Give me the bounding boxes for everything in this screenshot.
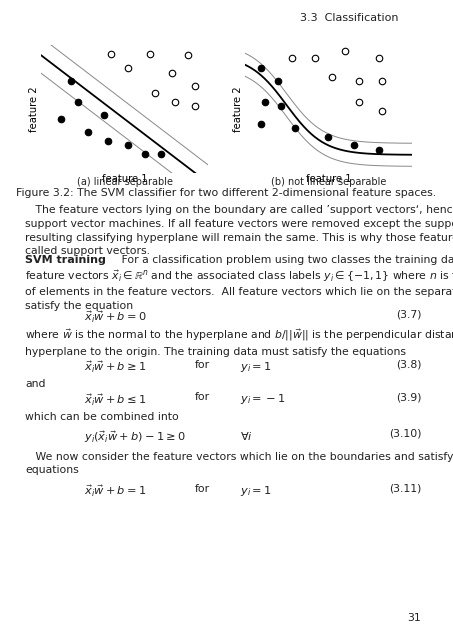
Point [378,76,386,86]
Text: (3.11): (3.11) [389,484,421,494]
Point [101,110,108,120]
Point [84,127,92,137]
Point [342,46,349,56]
Point [74,97,81,108]
Point [375,52,382,63]
X-axis label: feature 1: feature 1 [102,174,147,184]
Point [350,140,357,150]
Point [191,81,198,91]
Text: feature vectors $\vec{x}_i \in \mathbb{R}^n$ and the associated class labels $y_: feature vectors $\vec{x}_i \in \mathbb{R… [25,268,453,311]
Text: 31: 31 [408,613,421,623]
Text: which can be combined into: which can be combined into [25,412,178,422]
Point [375,145,382,155]
Point [275,76,282,86]
Point [107,49,115,59]
Y-axis label: feature 2: feature 2 [29,86,39,132]
Point [168,68,175,78]
Text: $y_i(\vec{x}_i\vec{w} + b) - 1 \geq 0$: $y_i(\vec{x}_i\vec{w} + b) - 1 \geq 0$ [84,429,186,445]
Point [288,52,295,63]
Point [355,97,362,108]
Point [104,136,111,146]
Text: 3.3  Classification: 3.3 Classification [300,13,399,24]
Point [141,148,148,159]
Point [355,76,362,86]
Text: $y_i = -1$: $y_i = -1$ [240,392,286,406]
Text: (3.9): (3.9) [396,392,421,403]
Y-axis label: feature 2: feature 2 [233,86,243,132]
Text: The feature vectors lying on the boundary are called ’support vectors‘, hence th: The feature vectors lying on the boundar… [25,205,453,256]
Point [325,132,332,142]
Text: $y_i = 1$: $y_i = 1$ [240,360,272,374]
Point [258,119,265,129]
Point [328,72,335,82]
Text: SVM training: SVM training [25,255,106,266]
Point [291,123,299,133]
Point [67,76,75,86]
Point [278,101,285,111]
Point [311,52,318,63]
Text: $y_i = 1$: $y_i = 1$ [240,484,272,498]
Point [258,63,265,73]
Text: for: for [195,392,210,403]
Text: (b) not linear separable: (b) not linear separable [271,177,386,187]
Text: $\vec{x}_i\vec{w} + b \leq 1$: $\vec{x}_i\vec{w} + b \leq 1$ [84,392,146,408]
Text: Figure 3.2: The SVM classifier for two different 2-dimensional feature spaces.: Figure 3.2: The SVM classifier for two d… [16,188,437,198]
Point [185,50,192,60]
Point [124,63,131,73]
X-axis label: feature 1: feature 1 [306,174,351,184]
Text: (3.7): (3.7) [396,310,421,320]
Point [158,148,165,159]
Text: We now consider the feature vectors which lie on the boundaries and satisfy the : We now consider the feature vectors whic… [25,452,453,476]
Text: where $\vec{w}$ is the normal to the hyperplane and $b/||\vec{w}||$ is the perpe: where $\vec{w}$ is the normal to the hyp… [25,328,453,357]
Text: $\vec{x}_i\vec{w} + b \geq 1$: $\vec{x}_i\vec{w} + b \geq 1$ [84,360,146,375]
Text: $\forall i$: $\forall i$ [240,429,253,442]
Point [151,88,159,99]
Text: for: for [195,360,210,370]
Text: $\vec{x}_i\vec{w} + b = 0$: $\vec{x}_i\vec{w} + b = 0$ [84,310,146,325]
Text: for: for [195,484,210,494]
Point [261,97,268,108]
Point [171,97,178,108]
Point [124,140,131,150]
Text: and: and [25,379,45,389]
Point [57,114,64,124]
Text: (a) linear separable: (a) linear separable [77,177,173,187]
Text: $\vec{x}_i\vec{w} + b = 1$: $\vec{x}_i\vec{w} + b = 1$ [84,484,146,499]
Point [146,49,153,59]
Text: For a classification problem using two classes the training data consists of: For a classification problem using two c… [111,255,453,266]
Text: (3.8): (3.8) [396,360,421,370]
Point [378,106,386,116]
Point [191,101,198,111]
Text: (3.10): (3.10) [389,429,421,439]
